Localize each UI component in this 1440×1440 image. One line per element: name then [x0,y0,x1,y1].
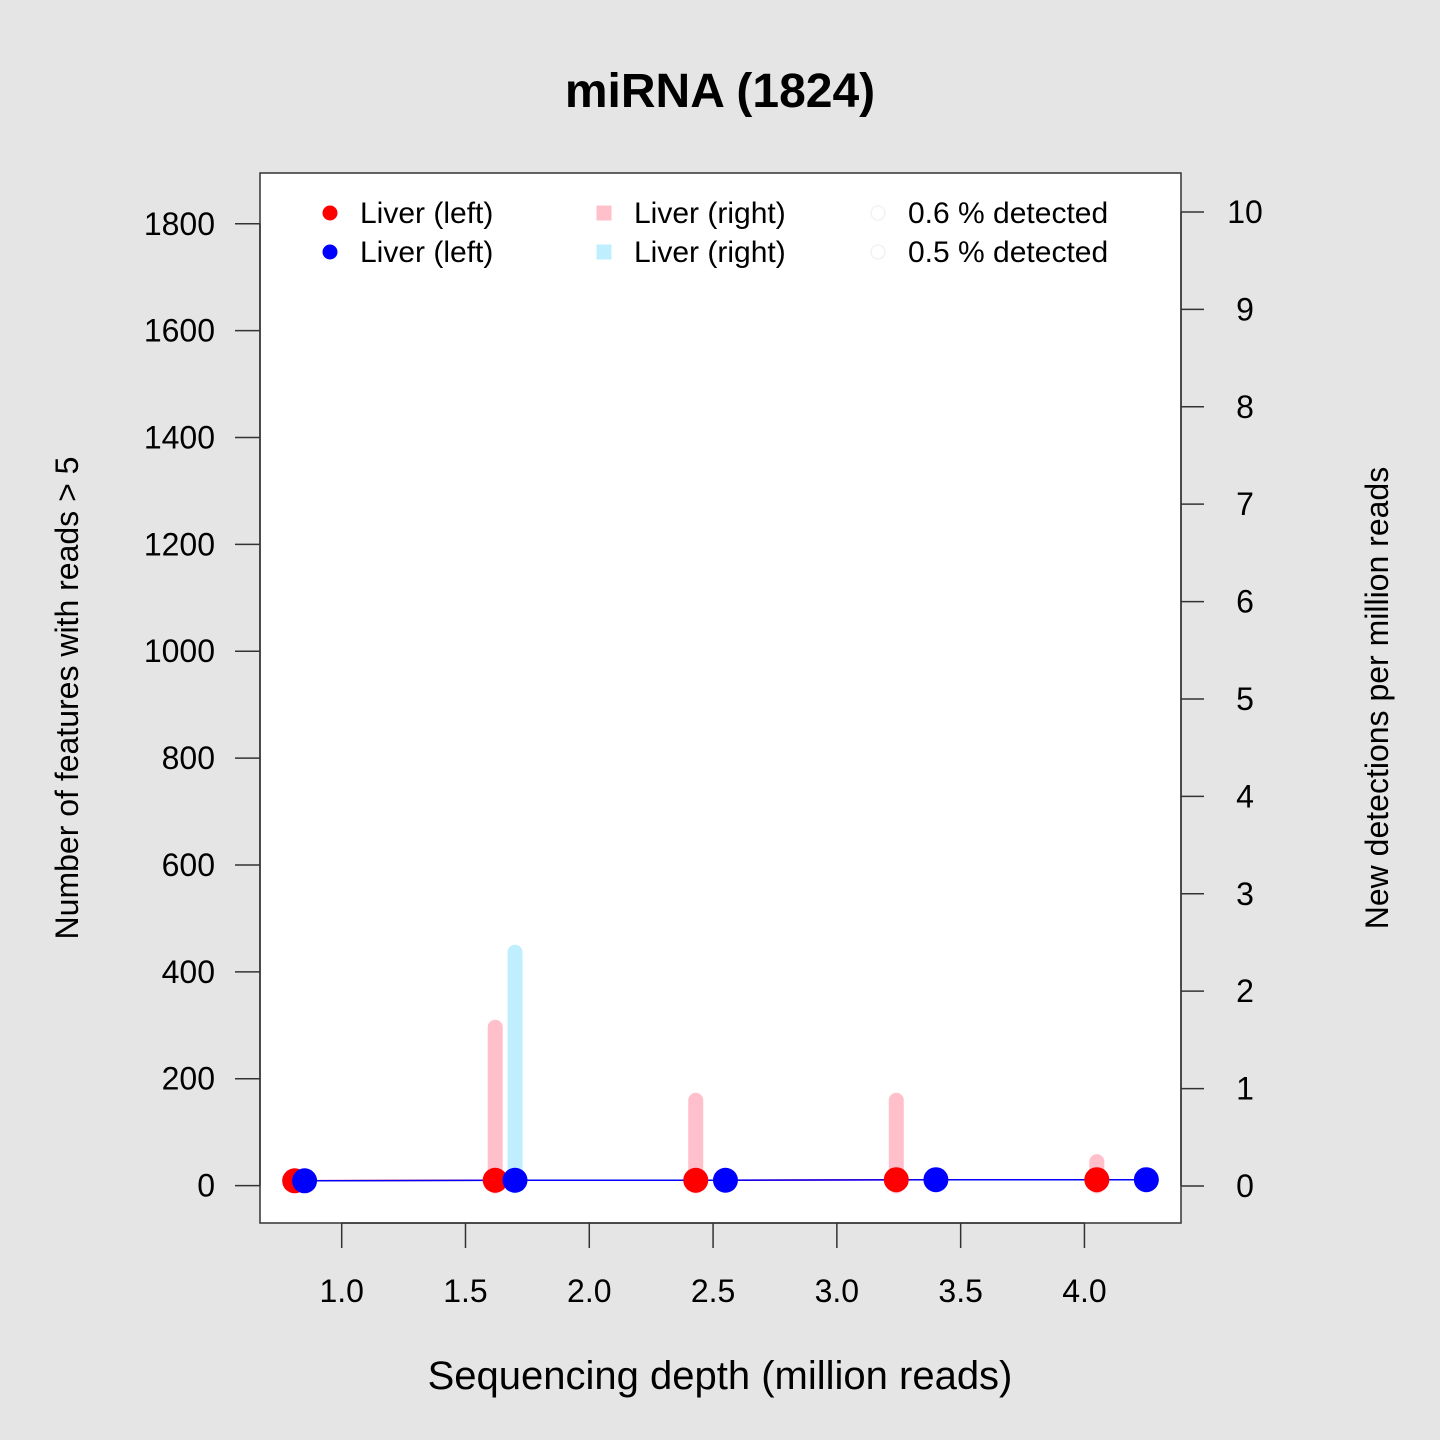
legend-label: Liver (left) [360,236,493,269]
y-tick-label: 400 [162,954,215,990]
y-tick-label: 800 [162,740,215,776]
y2-tick-label: 1 [1236,1071,1254,1107]
y2-tick-label: 9 [1236,291,1254,327]
point-layer [282,1167,1159,1194]
legend-marker-square [596,205,612,221]
x-tick-label: 3.5 [938,1273,982,1309]
chart-title: miRNA (1824) [565,65,875,118]
data-point-series-1 [883,1167,909,1193]
y-tick-label: 1000 [144,633,215,669]
y-axis-right: 0 1 2 3 4 5 6 7 8 9 10 [1180,194,1263,1204]
y-tick-label: 1600 [144,313,215,349]
x-tick-label: 2.0 [567,1273,611,1309]
x-axis: 1.0 1.5 2.0 2.5 3.0 3.5 4.0 [319,1222,1107,1309]
x-tick-label: 2.5 [691,1273,735,1309]
y2-tick-label: 4 [1236,778,1254,814]
legend-label: 0.5 % detected [908,236,1108,269]
y2-tick-label: 5 [1236,681,1254,717]
legend: Liver (left) Liver (left) Liver (right) Liv… [322,197,1108,269]
y-tick-label: 1400 [144,420,215,456]
y2-tick-label: 3 [1236,876,1254,912]
y-tick-label: 0 [197,1168,215,1204]
x-tick-label: 4.0 [1062,1273,1106,1309]
data-point-series-2 [292,1168,318,1194]
y2-tick-label: 7 [1236,486,1254,522]
data-point-series-2 [1133,1167,1159,1193]
legend-marker-open-circle [870,205,886,221]
x-tick-label: 1.0 [319,1273,363,1309]
data-point-series-1 [482,1167,508,1193]
y2-tick-label: 0 [1236,1168,1254,1204]
y2-tick-label: 6 [1236,584,1254,620]
plot-area [259,172,1182,1224]
legend-label: Liver (right) [634,236,786,269]
data-point-series-2 [712,1167,738,1193]
y-tick-label: 1800 [144,206,215,242]
legend-marker-circle [322,205,338,221]
data-point-series-2 [502,1167,528,1193]
legend-label: Liver (left) [360,197,493,230]
y2-tick-label: 8 [1236,389,1254,425]
y2-tick-label: 10 [1227,194,1263,230]
y2-tick-label: 2 [1236,973,1254,1009]
y2-axis-label: New detections per million reads [1359,467,1395,929]
data-point-series-1 [683,1167,709,1193]
x-axis-label: Sequencing depth (million reads) [428,1354,1013,1398]
data-point-series-1 [1084,1167,1110,1193]
legend-marker-circle [322,244,338,260]
legend-label: Liver (right) [634,197,786,230]
y-tick-label: 200 [162,1061,215,1097]
y-tick-label: 1200 [144,526,215,562]
x-tick-label: 3.0 [815,1273,859,1309]
x-tick-label: 1.5 [443,1273,487,1309]
y-axis-left: 0 200 400 600 800 1000 1200 1400 1600 1800 [144,206,261,1204]
data-point-series-2 [923,1167,949,1193]
legend-marker-open-circle [870,244,886,260]
legend-label: 0.6 % detected [908,197,1108,230]
legend-marker-square [596,244,612,260]
y-tick-label: 600 [162,847,215,883]
y-axis-label: Number of features with reads > 5 [49,457,85,940]
